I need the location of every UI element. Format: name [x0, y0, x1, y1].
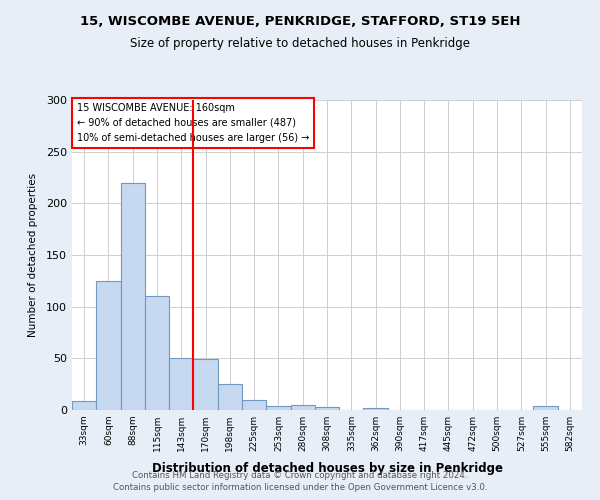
X-axis label: Distribution of detached houses by size in Penkridge: Distribution of detached houses by size … [151, 462, 503, 475]
Bar [145, 296, 169, 410]
Bar [364, 408, 388, 410]
Bar [72, 400, 96, 410]
Bar [533, 406, 558, 410]
Text: Size of property relative to detached houses in Penkridge: Size of property relative to detached ho… [130, 38, 470, 51]
Bar [315, 407, 339, 410]
Bar [266, 406, 290, 410]
Text: 15 WISCOMBE AVENUE: 160sqm
← 90% of detached houses are smaller (487)
10% of sem: 15 WISCOMBE AVENUE: 160sqm ← 90% of deta… [77, 103, 310, 142]
Text: Contains public sector information licensed under the Open Government Licence v3: Contains public sector information licen… [113, 484, 487, 492]
Bar [96, 281, 121, 410]
Bar [242, 400, 266, 410]
Bar [218, 384, 242, 410]
Text: Contains HM Land Registry data © Crown copyright and database right 2024.: Contains HM Land Registry data © Crown c… [132, 471, 468, 480]
Bar [121, 182, 145, 410]
Text: 15, WISCOMBE AVENUE, PENKRIDGE, STAFFORD, ST19 5EH: 15, WISCOMBE AVENUE, PENKRIDGE, STAFFORD… [80, 15, 520, 28]
Bar [193, 360, 218, 410]
Y-axis label: Number of detached properties: Number of detached properties [28, 173, 38, 337]
Bar [290, 405, 315, 410]
Bar [169, 358, 193, 410]
